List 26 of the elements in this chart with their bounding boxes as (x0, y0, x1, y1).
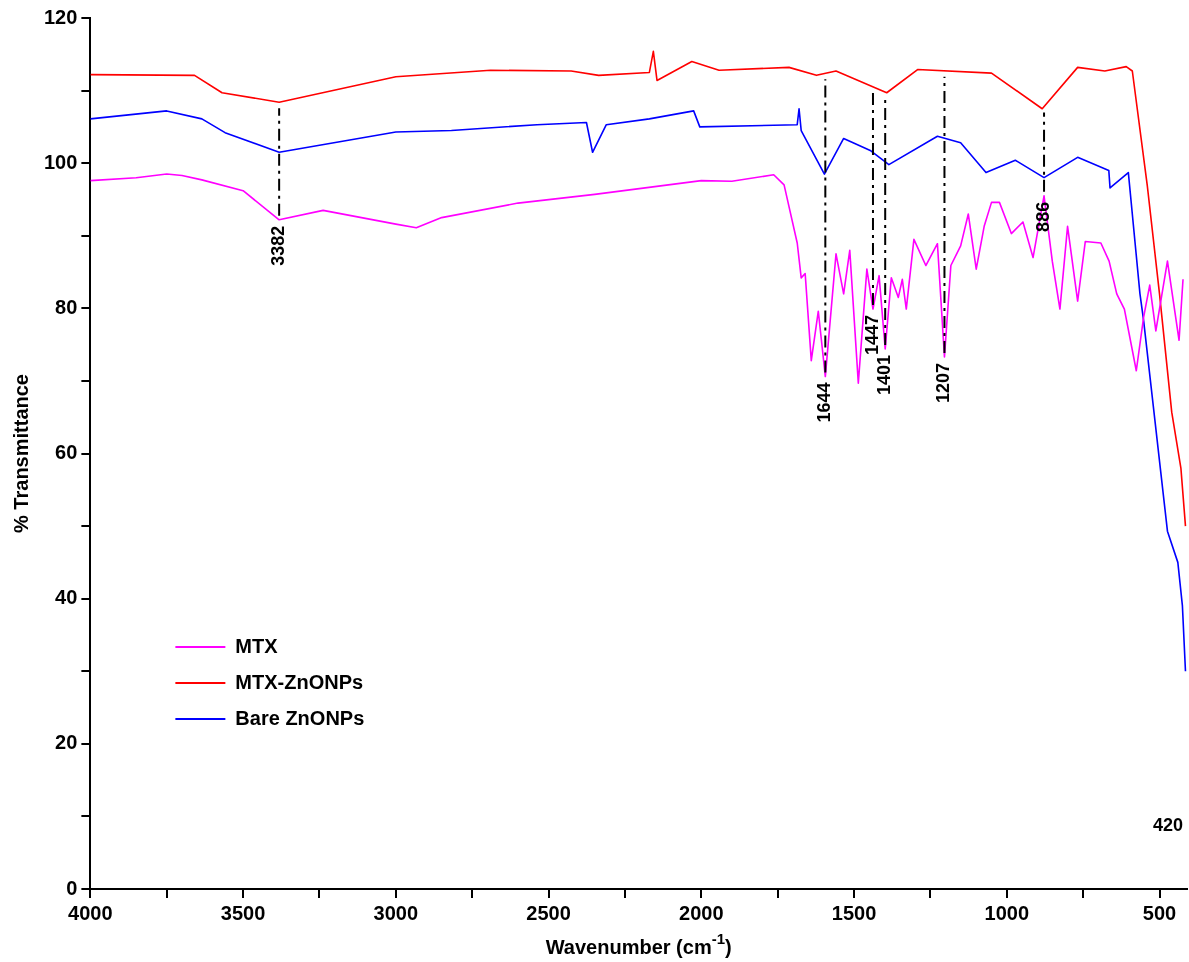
y-tick-label: 0 (66, 876, 78, 899)
x-tick-label: 1500 (831, 901, 877, 924)
legend-label: MTX-ZnONPs (235, 670, 364, 693)
y-tick-label: 40 (55, 586, 78, 609)
x-tick-label: 3500 (220, 901, 266, 924)
annotation: 1644 (814, 382, 835, 423)
y-tick-label: 100 (43, 150, 78, 173)
annotation: 420 (1152, 815, 1183, 835)
x-tick-label: 500 (1142, 901, 1177, 924)
annotation: 1207 (933, 362, 954, 404)
x-tick-label: 1000 (984, 901, 1030, 924)
legend-label: Bare ZnONPs (235, 706, 365, 729)
y-axis-title: % Transmittance (10, 374, 32, 533)
annotation: 886 (1033, 201, 1054, 232)
y-tick-label: 80 (55, 295, 78, 318)
y-tick-label: 20 (55, 731, 78, 754)
y-tick-label: 120 (43, 5, 78, 28)
x-tick-label: 3000 (373, 901, 419, 924)
x-tick-label: 2500 (526, 901, 571, 924)
x-tick-label: 2000 (679, 901, 724, 924)
annotation: 1401 (874, 354, 895, 396)
legend-label: MTX (235, 634, 279, 657)
annotation: 3382 (268, 225, 289, 266)
y-tick-label: 60 (55, 441, 78, 464)
annotation: 1447 (861, 315, 882, 356)
x-tick-label: 4000 (68, 901, 113, 924)
